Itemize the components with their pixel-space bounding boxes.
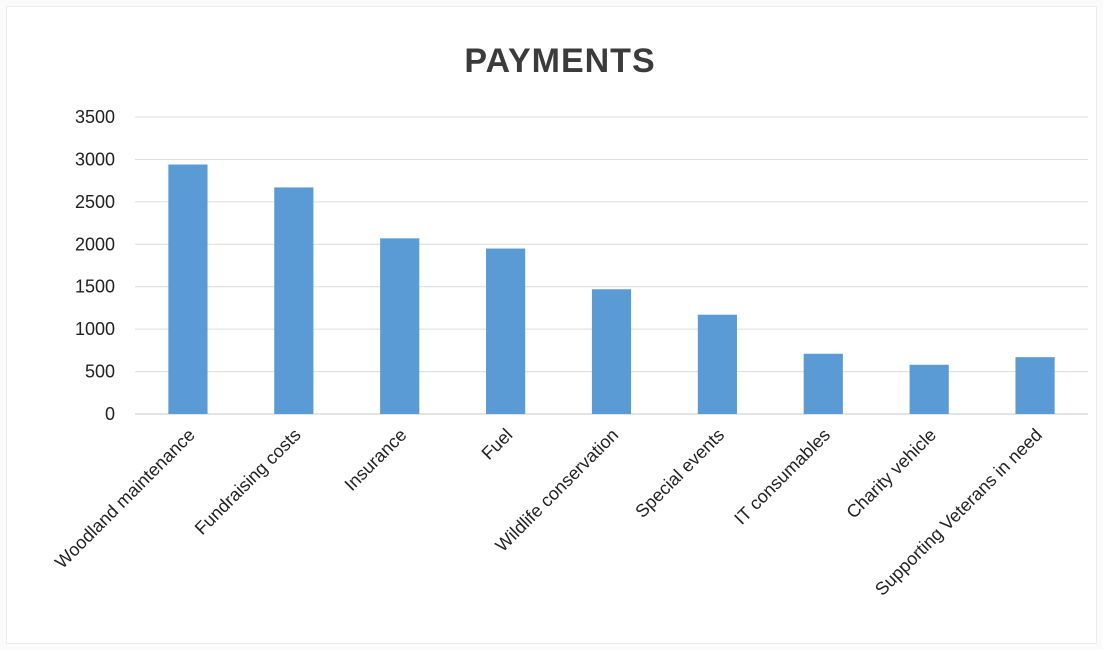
bar [909, 364, 949, 414]
x-tick-label: Woodland maintenance [51, 425, 199, 573]
bar [380, 238, 420, 414]
bar [168, 164, 208, 414]
x-tick-label: Fundraising costs [191, 425, 305, 539]
bar [1015, 357, 1055, 414]
y-tick-label: 0 [105, 404, 115, 424]
bar [697, 314, 737, 414]
x-tick-label: IT consumables [730, 425, 834, 529]
bar [486, 248, 526, 414]
x-tick-label: Insurance [341, 425, 411, 495]
y-tick-label: 2000 [75, 234, 115, 254]
x-tick-label: Wildlife conservation [491, 425, 622, 556]
y-tick-label: 3000 [75, 149, 115, 169]
x-tick-label: Special events [631, 425, 728, 522]
y-tick-label: 1000 [75, 319, 115, 339]
x-tick-label: Charity vehicle [842, 425, 940, 523]
chart-title: PAYMENTS [464, 42, 655, 80]
y-tick-label: 2500 [75, 192, 115, 212]
bar [274, 187, 314, 414]
y-tick-label: 500 [85, 362, 115, 382]
y-tick-label: 1500 [75, 277, 115, 297]
x-tick-label: Supporting Veterans in need [871, 425, 1046, 600]
bar [803, 353, 843, 414]
bars [168, 164, 1055, 414]
y-tick-label: 3500 [75, 107, 115, 127]
bar [591, 289, 632, 414]
x-tick-label: Fuel [478, 425, 517, 464]
y-axis-ticks: 0 500 1000 1500 2000 2500 3000 3500 [75, 107, 115, 424]
